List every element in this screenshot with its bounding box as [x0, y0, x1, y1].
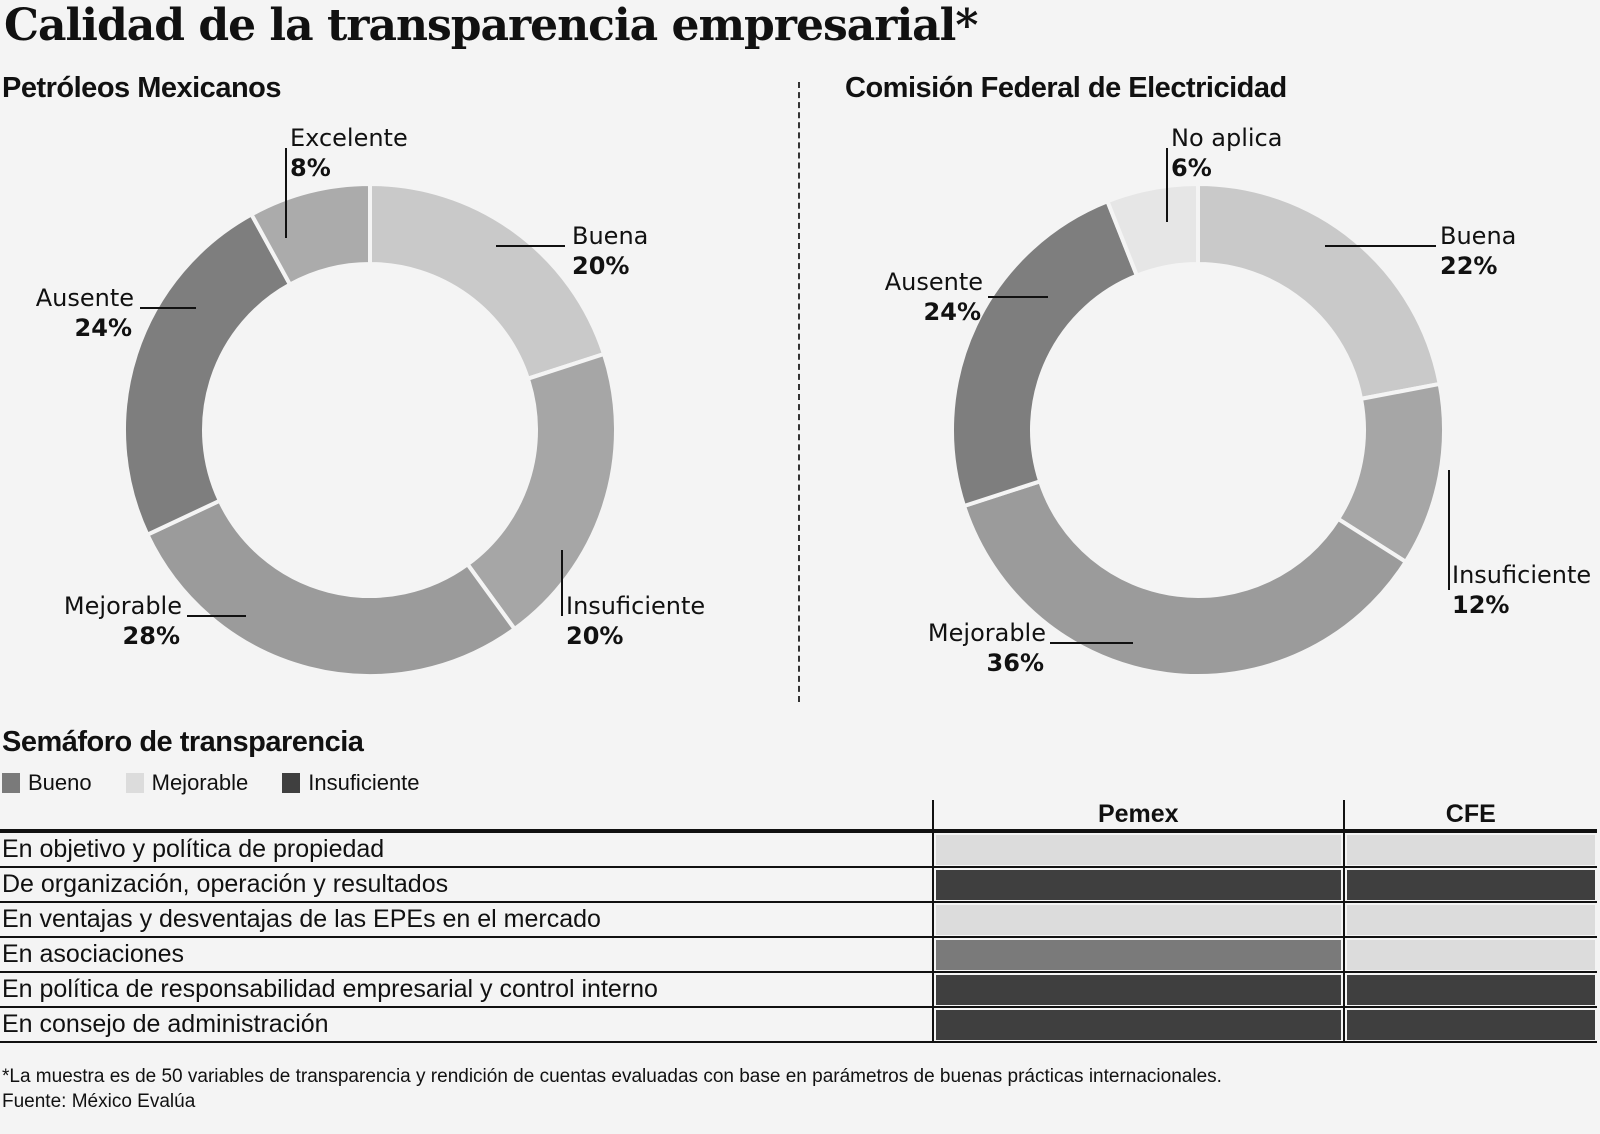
slice-label: Buena [572, 222, 648, 250]
footnote: *La muestra es de 50 variables de transp… [2, 1066, 1222, 1087]
status-fill-insuficiente [936, 870, 1341, 900]
status-cell-pemex [932, 831, 1344, 868]
status-fill-mejorable [936, 835, 1341, 865]
donut-slice-insuficiente [464, 351, 618, 632]
status-cell-pemex [932, 867, 1344, 903]
status-fill-mejorable [1346, 835, 1595, 865]
slice-value-label: 6% [1171, 154, 1212, 182]
table-row: En asociaciones [0, 937, 1597, 973]
header-blank [0, 800, 933, 833]
status-fill-insuficiente [1346, 975, 1595, 1005]
table-body: En objetivo y política de propiedad De or… [0, 831, 1597, 1043]
column-header-cfe: CFE [1342, 800, 1597, 833]
slice-label: No aplica [1171, 124, 1282, 152]
status-fill-insuficiente [1346, 870, 1595, 900]
legend-swatch-bueno [2, 773, 20, 793]
status-cell-cfe [1342, 972, 1597, 1008]
status-fill-mejorable [1346, 940, 1595, 970]
semaforo-title: Semáforo de transparencia [2, 726, 364, 758]
status-cell-cfe [1342, 867, 1597, 903]
status-fill-insuficiente [936, 1010, 1341, 1040]
slice-value-label: 36% [987, 649, 1044, 677]
slice-value-label: 24% [75, 314, 132, 342]
source: Fuente: México Evalúa [2, 1091, 196, 1112]
legend-label: Insuficiente [308, 770, 420, 795]
slice-label: Mejorable [64, 592, 182, 620]
table-header-row: Pemex CFE [0, 800, 1597, 833]
column-header-pemex: Pemex [932, 800, 1344, 833]
status-fill-mejorable [1346, 905, 1595, 935]
status-cell-cfe [1342, 1007, 1597, 1043]
pemex-donut: Buena20%Insuficiente20%Mejorable28%Ausen… [36, 124, 705, 678]
donut-slice-mejorable [144, 498, 518, 678]
pemex-chart-title: Petróleos Mexicanos [2, 72, 282, 104]
table-row: En consejo de administración [0, 1007, 1597, 1043]
legend-label: Mejorable [151, 770, 249, 795]
slice-value-label: 20% [566, 622, 623, 650]
table-row: En política de responsabilidad empresari… [0, 972, 1597, 1008]
row-label: En ventajas y desventajas de las EPEs en… [0, 902, 933, 938]
status-fill-insuficiente [936, 975, 1341, 1005]
page-title: Calidad de la transparencia empresarial* [4, 0, 978, 51]
legend-swatch-mejorable [125, 773, 144, 793]
legend-swatch-insuficiente [282, 773, 301, 793]
semaforo-table: Pemex CFE En objetivo y política de prop… [0, 800, 1597, 1043]
semaforo-legend: Bueno Mejorable Insuficiente [2, 770, 420, 796]
status-cell-pemex [932, 972, 1344, 1008]
slice-label: Ausente [36, 284, 134, 312]
status-fill-mejorable [936, 905, 1341, 935]
donut-charts: Buena20%Insuficiente20%Mejorable28%Ausen… [36, 124, 1591, 678]
row-label: En política de responsabilidad empresari… [0, 972, 933, 1008]
row-label: En asociaciones [0, 937, 933, 973]
legend-label: Bueno [28, 770, 92, 795]
slice-value-label: 22% [1440, 252, 1497, 280]
status-cell-cfe [1342, 831, 1597, 868]
slice-label: Ausente [885, 268, 983, 296]
row-label: En consejo de administración [0, 1007, 933, 1043]
donut-slice-ausente [122, 211, 293, 538]
slice-value-label: 20% [572, 252, 629, 280]
status-cell-pemex [932, 937, 1344, 973]
status-fill-insuficiente [1346, 1010, 1595, 1040]
donut-slice-buena [1196, 181, 1442, 402]
legend-item-mejorable: Mejorable [125, 770, 249, 796]
table-row: De organización, operación y resultados [0, 867, 1597, 903]
status-cell-pemex [932, 1007, 1344, 1043]
donut-slice-buena [368, 181, 607, 382]
slice-label: Buena [1440, 222, 1516, 250]
table-row: En objetivo y política de propiedad [0, 831, 1597, 868]
donut-slice-ausente [950, 198, 1140, 509]
row-label: En objetivo y política de propiedad [0, 831, 933, 868]
donut-slice-mejorable [961, 478, 1409, 678]
legend-item-bueno: Bueno [2, 770, 92, 796]
status-cell-cfe [1342, 902, 1597, 938]
slice-label: Excelente [290, 124, 408, 152]
legend-item-insuficiente: Insuficiente [282, 770, 420, 796]
cfe-chart-title: Comisión Federal de Electricidad [845, 72, 1287, 104]
status-fill-bueno [936, 940, 1341, 970]
slice-value-label: 8% [290, 154, 331, 182]
table-row: En ventajas y desventajas de las EPEs en… [0, 902, 1597, 938]
slice-label: Insuficiente [1452, 561, 1591, 589]
row-label: De organización, operación y resultados [0, 867, 933, 903]
chart-divider [798, 82, 800, 702]
slice-label: Mejorable [928, 619, 1046, 647]
status-cell-pemex [932, 902, 1344, 938]
footnote-block: *La muestra es de 50 variables de transp… [2, 1064, 1222, 1114]
donut-slice-no-aplica [1104, 181, 1200, 279]
slice-label: Insuficiente [566, 592, 705, 620]
slice-value-label: 12% [1452, 591, 1509, 619]
slice-value-label: 28% [123, 622, 180, 650]
slice-value-label: 24% [924, 298, 981, 326]
status-cell-cfe [1342, 937, 1597, 973]
